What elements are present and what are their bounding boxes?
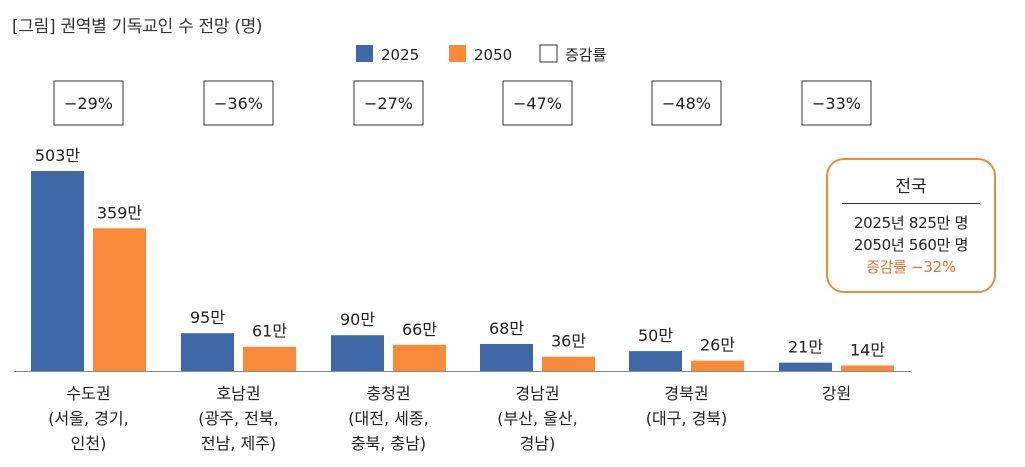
category-label-4-line-3: 경남): [520, 434, 556, 453]
value-label-2025-3: 90만: [340, 310, 375, 329]
value-label-2025-5: 50만: [638, 326, 673, 345]
change-rate-box-2: [203, 80, 274, 126]
legend-swatch-2: [449, 45, 466, 62]
value-label-2025-6: 21만: [788, 338, 823, 357]
category-label-1-line-2: (서울, 경기,: [48, 409, 128, 428]
category-label-3-line-1: 충청권: [366, 384, 410, 403]
value-label-2050-2: 61만: [252, 322, 287, 341]
value-label-2050-1: 359만: [97, 203, 143, 222]
value-label-2025-4: 68만: [489, 319, 524, 338]
change-rate-box-4: [502, 80, 573, 126]
category-label-1-line-1: 수도권: [66, 384, 110, 403]
change-rate-box-3: [353, 80, 424, 126]
summary-line-2050: 2050년 560만 명: [853, 236, 969, 254]
change-rate-box-5: [651, 80, 722, 126]
national-summary-box: 전국 2025년 825만 명 2050년 560만 명 증감률 −32%: [826, 158, 996, 293]
value-label-2050-6: 14만: [850, 340, 885, 359]
legend-swatch-3: [539, 44, 558, 63]
category-label-3-line-3: 충북, 충남): [351, 434, 426, 453]
change-rate-box-6: [801, 80, 872, 126]
value-label-2050-4: 36만: [551, 332, 586, 351]
category-label-2-line-1: 호남권: [216, 384, 260, 403]
bar-2025-5: [629, 351, 682, 371]
bar-2025-6: [779, 362, 832, 371]
summary-line-2025: 2025년 825만 명: [853, 214, 969, 232]
bar-2050-3: [393, 344, 446, 371]
legend-label-2: 2050: [474, 46, 512, 64]
value-label-2025-2: 95만: [190, 308, 225, 327]
summary-line-rate: 증감률 −32%: [866, 258, 956, 276]
change-rate-label-6: −33%: [812, 94, 861, 113]
legend-label-1: 2025: [381, 46, 419, 64]
change-rate-label-2: −36%: [214, 94, 263, 113]
value-label-2050-3: 66만: [402, 320, 437, 339]
category-label-4-line-2: (부산, 울산,: [497, 409, 577, 428]
category-label-4-line-1: 경남권: [515, 384, 559, 403]
bar-2050-1: [93, 228, 146, 371]
change-rate-label-1: −29%: [64, 94, 113, 113]
category-label-3-line-2: (대전, 세종,: [348, 409, 428, 428]
chart-title: [그림] 권역별 기독교인 수 전망 (명): [12, 17, 263, 37]
value-label-2025-1: 503만: [35, 146, 81, 165]
bar-2025-1: [31, 171, 84, 371]
category-label-6-line-1: 강원: [822, 384, 851, 403]
change-rate-label-3: −27%: [364, 94, 413, 113]
bar-2050-6: [841, 365, 894, 371]
bar-2050-2: [243, 346, 296, 371]
bar-2025-2: [181, 333, 234, 371]
category-label-5-line-2: (대구, 경북): [646, 409, 728, 428]
value-label-2050-5: 26만: [700, 336, 735, 355]
change-rate-label-4: −47%: [513, 94, 562, 113]
category-label-5-line-1: 경북권: [664, 384, 708, 403]
bar-2050-4: [542, 356, 595, 371]
change-rate-box-1: [53, 80, 124, 126]
summary-heading: 전국: [842, 172, 980, 204]
change-rate-label-5: −48%: [662, 94, 711, 113]
legend-swatch-1: [356, 45, 373, 62]
bar-2025-3: [331, 335, 384, 371]
category-label-2-line-3: 전남, 제주): [201, 434, 276, 453]
bar-2025-4: [480, 343, 533, 371]
legend-label-3: 증감률: [565, 46, 607, 64]
category-label-2-line-2: (광주, 전북,: [198, 409, 278, 428]
bar-2050-5: [691, 360, 744, 371]
category-label-1-line-3: 인천): [71, 434, 107, 453]
